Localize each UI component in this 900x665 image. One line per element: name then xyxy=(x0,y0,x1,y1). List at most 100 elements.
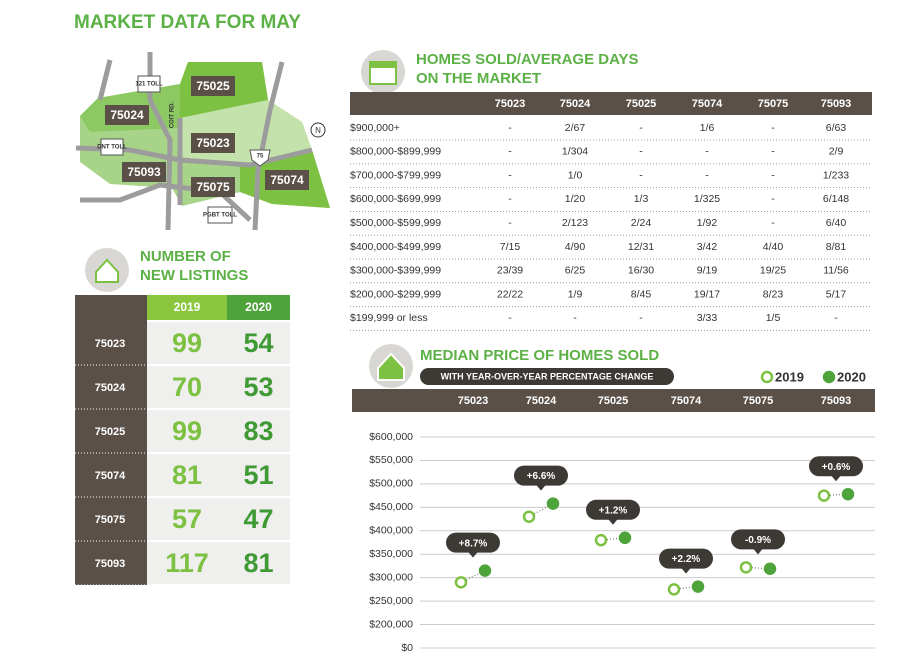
row-label: 75025 xyxy=(95,426,126,438)
table-cell: - xyxy=(771,217,775,229)
row-label: 75075 xyxy=(95,514,126,526)
row-label: 75023 xyxy=(95,338,126,350)
connector xyxy=(673,586,699,590)
table-cell: 6/40 xyxy=(826,217,847,229)
price-dot xyxy=(667,583,681,596)
table-cell: - xyxy=(508,312,512,324)
table-cell: 6/148 xyxy=(823,193,849,205)
road-sign xyxy=(249,149,271,167)
legend-label: 2020 xyxy=(837,369,866,384)
table-cell: 8/81 xyxy=(826,241,847,253)
table-cell: 1/3 xyxy=(634,193,649,205)
connector xyxy=(600,537,626,541)
zip-label: 75023 xyxy=(196,136,230,150)
chart-subtitle: WITH YEAR-OVER-YEAR PERCENTAGE CHANGE xyxy=(441,371,654,381)
column-header: 2020 xyxy=(245,300,272,314)
y-tick-label: $200,000 xyxy=(369,618,413,630)
table-cell: 19/25 xyxy=(760,265,786,277)
x-tick-label: 75074 xyxy=(671,395,702,407)
table-header xyxy=(350,92,872,115)
connector xyxy=(745,566,771,570)
change-label: +1.2% xyxy=(599,505,628,516)
house-icon xyxy=(95,258,119,283)
table-cell: - xyxy=(639,169,643,181)
price-dot xyxy=(691,580,705,593)
road-label: 75 xyxy=(257,154,264,160)
listing-count: 70 xyxy=(172,372,202,402)
table-title: ON THE MARKET xyxy=(416,70,541,87)
table-cell: 1/5 xyxy=(766,312,781,324)
table-cell: - xyxy=(508,169,512,181)
change-bubble xyxy=(536,484,546,491)
price-dot xyxy=(618,531,632,545)
listing-count: 57 xyxy=(172,504,202,534)
y-tick-label: $350,000 xyxy=(369,548,413,560)
price-dot xyxy=(817,489,831,502)
column-header: 2019 xyxy=(174,300,201,314)
y-tick-label: $250,000 xyxy=(369,595,413,607)
change-label: +2.2% xyxy=(672,554,701,565)
road-label: PGBT TOLL xyxy=(203,213,237,219)
x-tick-label: 75024 xyxy=(526,395,557,407)
row-label: $600,000-$699,999 xyxy=(350,193,441,205)
column-header: 75093 xyxy=(821,98,852,110)
change-bubble xyxy=(809,456,863,477)
table-cell: 7/15 xyxy=(500,241,521,253)
table-cell: 6/63 xyxy=(826,122,847,134)
zip-box xyxy=(191,133,235,153)
legend-label: 2019 xyxy=(775,369,804,384)
page-title: MARKET DATA FOR MAY xyxy=(74,12,301,33)
price-dot xyxy=(454,576,468,589)
change-bubble xyxy=(831,475,841,482)
road-label: 121 TOLL xyxy=(135,82,163,88)
road-sign xyxy=(207,206,233,224)
zip-box xyxy=(105,105,149,125)
change-bubble xyxy=(586,499,640,520)
table-cell: 1/92 xyxy=(697,217,718,229)
zip-label: 75093 xyxy=(127,165,161,179)
y-tick-label: $450,000 xyxy=(369,501,413,513)
zip-box xyxy=(191,76,235,96)
column-header: 75023 xyxy=(495,98,526,110)
table-cell: - xyxy=(834,312,838,324)
table-cell: - xyxy=(771,169,775,181)
change-bubble xyxy=(514,465,568,486)
table-title: NEW LISTINGS xyxy=(140,267,248,284)
table-title: NUMBER OF xyxy=(140,248,231,265)
table-cell: - xyxy=(508,217,512,229)
table-cell: - xyxy=(771,122,775,134)
table-cell: - xyxy=(639,146,643,158)
zip-label: 75075 xyxy=(196,180,230,194)
table-cell: - xyxy=(771,146,775,158)
column-header: 75025 xyxy=(626,98,657,110)
price-dot xyxy=(546,497,560,510)
listing-count: 51 xyxy=(243,460,273,490)
zip-label: 75074 xyxy=(270,173,304,187)
table-cell: 4/90 xyxy=(565,241,586,253)
listing-count: 117 xyxy=(165,548,209,578)
row-label: $800,000-$899,999 xyxy=(350,146,441,158)
table-cell: - xyxy=(508,146,512,158)
legend-marker xyxy=(760,370,774,384)
table-cell: 2/123 xyxy=(562,217,588,229)
chart-title: MEDIAN PRICE OF HOMES SOLD xyxy=(420,347,659,364)
table-cell: - xyxy=(508,193,512,205)
zip-box xyxy=(191,177,235,197)
table-cell: 1/304 xyxy=(562,146,588,158)
row-label: $700,000-$799,999 xyxy=(350,169,441,181)
table-cell: 22/22 xyxy=(497,288,523,300)
listing-count: 81 xyxy=(172,460,202,490)
table-cell: 4/40 xyxy=(763,241,784,253)
listing-count: 99 xyxy=(172,328,202,358)
change-bubble xyxy=(608,518,618,525)
calendar-icon xyxy=(370,62,396,68)
price-dot xyxy=(594,533,608,547)
table-cell: 3/42 xyxy=(697,241,718,253)
connector xyxy=(823,493,849,497)
y-tick-label: $400,000 xyxy=(369,525,413,537)
row-label: 75093 xyxy=(95,558,126,570)
column-header: 75074 xyxy=(692,98,723,110)
table-cell: - xyxy=(573,312,577,324)
listing-count: 54 xyxy=(243,328,273,358)
